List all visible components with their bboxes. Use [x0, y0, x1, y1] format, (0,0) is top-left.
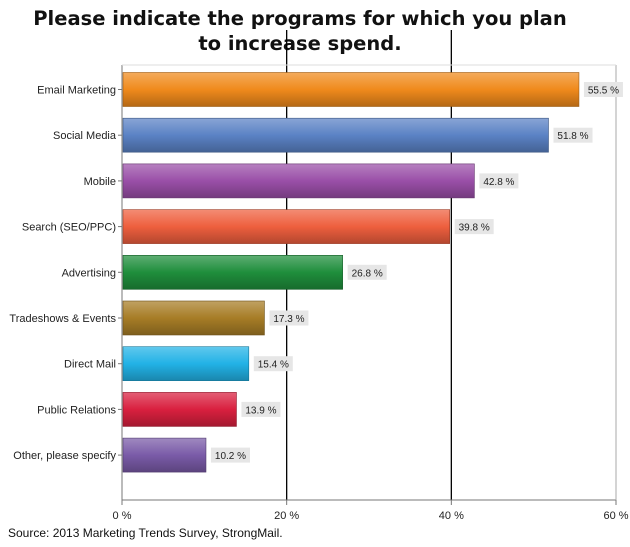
value-label: 39.8 % — [459, 223, 490, 234]
category-label: Advertising — [62, 267, 116, 279]
category-label: Public Relations — [37, 404, 116, 416]
value-label: 55.5 % — [588, 86, 619, 97]
value-label-bg — [210, 447, 250, 463]
chart-title: Please indicate the programs for which y… — [0, 6, 600, 56]
source-note: Source: 2013 Marketing Trends Survey, St… — [8, 526, 283, 540]
category-label: Mobile — [84, 176, 116, 188]
value-label: 51.8 % — [557, 131, 588, 142]
x-tick-label: 60 % — [603, 510, 628, 522]
value-label: 26.8 % — [352, 268, 383, 279]
category-label: Other, please specify — [13, 450, 116, 462]
value-label-bg — [454, 219, 494, 235]
bar — [122, 72, 580, 107]
value-label-bg — [479, 173, 519, 189]
category-label: Direct Mail — [64, 359, 116, 371]
bar — [122, 163, 475, 199]
value-label-bg — [269, 310, 309, 326]
value-label-bg — [583, 82, 623, 97]
bar — [122, 117, 549, 153]
value-label-bg — [347, 264, 387, 280]
value-label: 42.8 % — [483, 177, 514, 188]
chart-title-line-1: Please indicate the programs for which y… — [33, 7, 567, 30]
bar — [122, 300, 265, 336]
bar — [122, 346, 250, 382]
x-tick-label: 40 % — [439, 510, 464, 522]
category-label: Email Marketing — [37, 85, 116, 97]
chart-title-line-2: to increase spend. — [198, 32, 402, 55]
value-label-bg — [553, 127, 593, 143]
bar — [122, 209, 450, 244]
value-label-bg — [241, 401, 281, 417]
bar — [122, 392, 237, 427]
bar — [122, 255, 343, 290]
value-label-bg — [253, 356, 293, 372]
category-label: Search (SEO/PPC) — [22, 222, 116, 234]
value-label: 17.3 % — [273, 314, 304, 325]
category-label: Tradeshows & Events — [9, 313, 116, 325]
value-label: 15.4 % — [258, 360, 289, 371]
x-tick-label: 0 % — [113, 510, 132, 522]
value-label: 10.2 % — [215, 451, 246, 462]
category-label: Social Media — [53, 130, 117, 142]
bar — [122, 437, 207, 473]
value-label: 13.9 % — [245, 405, 276, 416]
x-tick-label: 20 % — [274, 510, 299, 522]
